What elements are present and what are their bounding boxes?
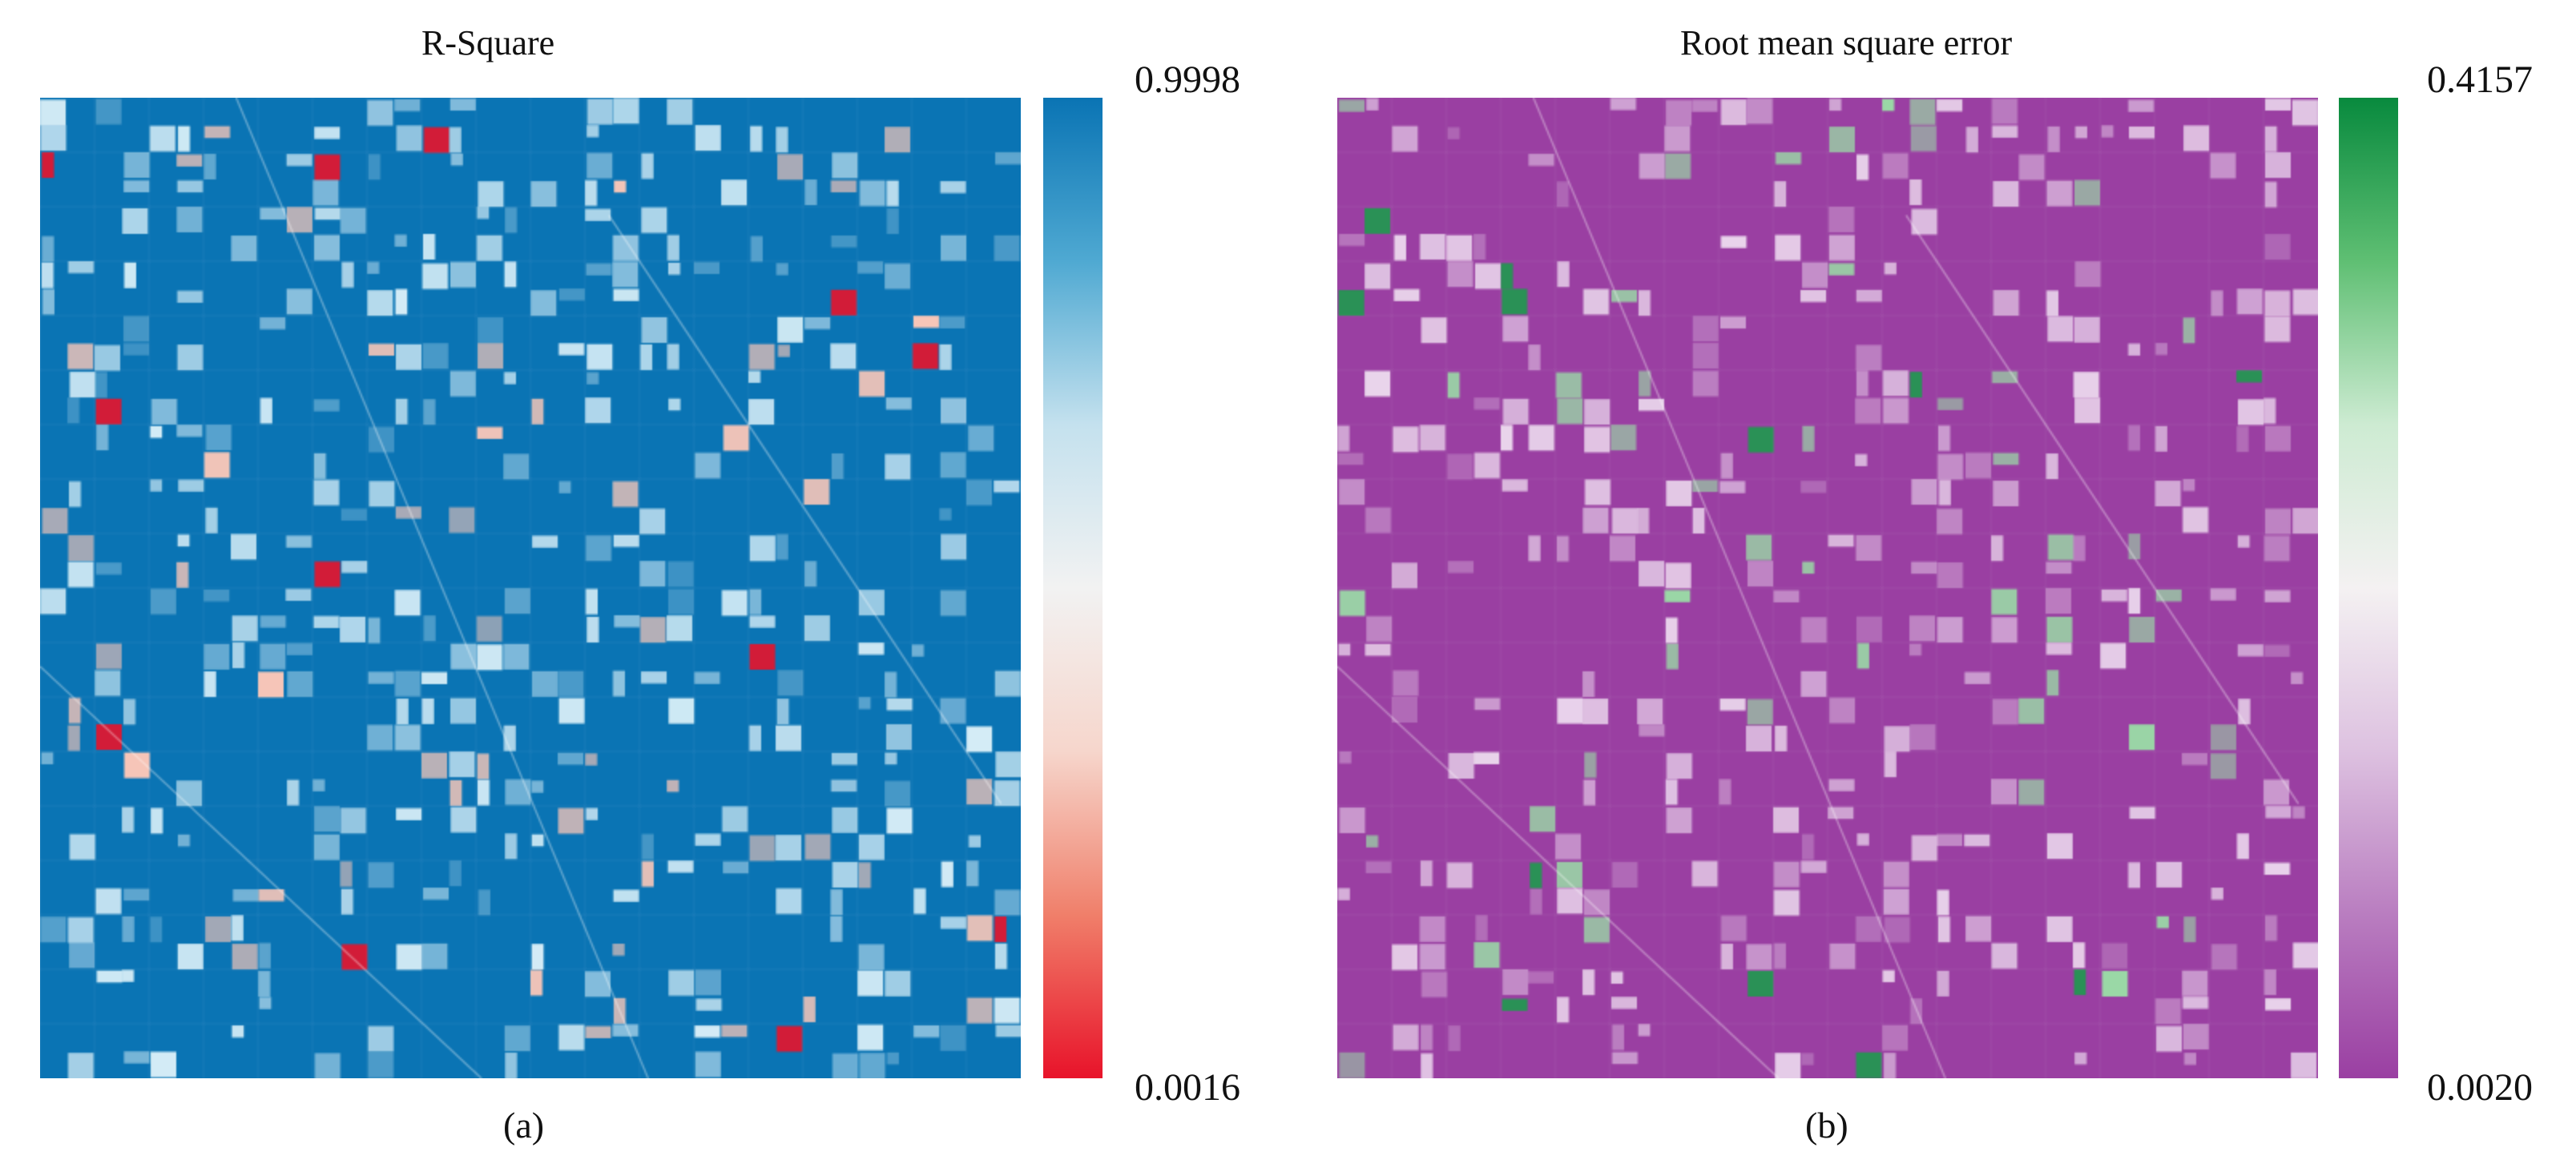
- r-square-raster: [40, 98, 1021, 1078]
- panel-rmse: Root mean square error 0.4157 0.0020 (b): [1288, 0, 2576, 1176]
- panel-r-square: R-Square 0.9998 0.0016 (a): [40, 23, 1240, 1146]
- map-title: R-Square: [421, 23, 555, 62]
- colorbar-max-label: 0.9998: [1135, 58, 1240, 101]
- r-square-colorbar: [1043, 98, 1103, 1078]
- rmse-raster: [1337, 98, 2318, 1078]
- colorbar-max-label: 0.4157: [2427, 58, 2533, 101]
- panel-caption: (b): [1805, 1105, 1848, 1146]
- rmse-colorbar: [2339, 98, 2398, 1078]
- panel-caption: (a): [503, 1105, 545, 1146]
- rmse-map: [1337, 98, 2318, 1078]
- map-title: Root mean square error: [1680, 23, 2013, 62]
- colorbar-min-label: 0.0020: [2427, 1066, 2533, 1109]
- colorbar-min-label: 0.0016: [1135, 1066, 1240, 1109]
- r-square-map: [40, 98, 1021, 1078]
